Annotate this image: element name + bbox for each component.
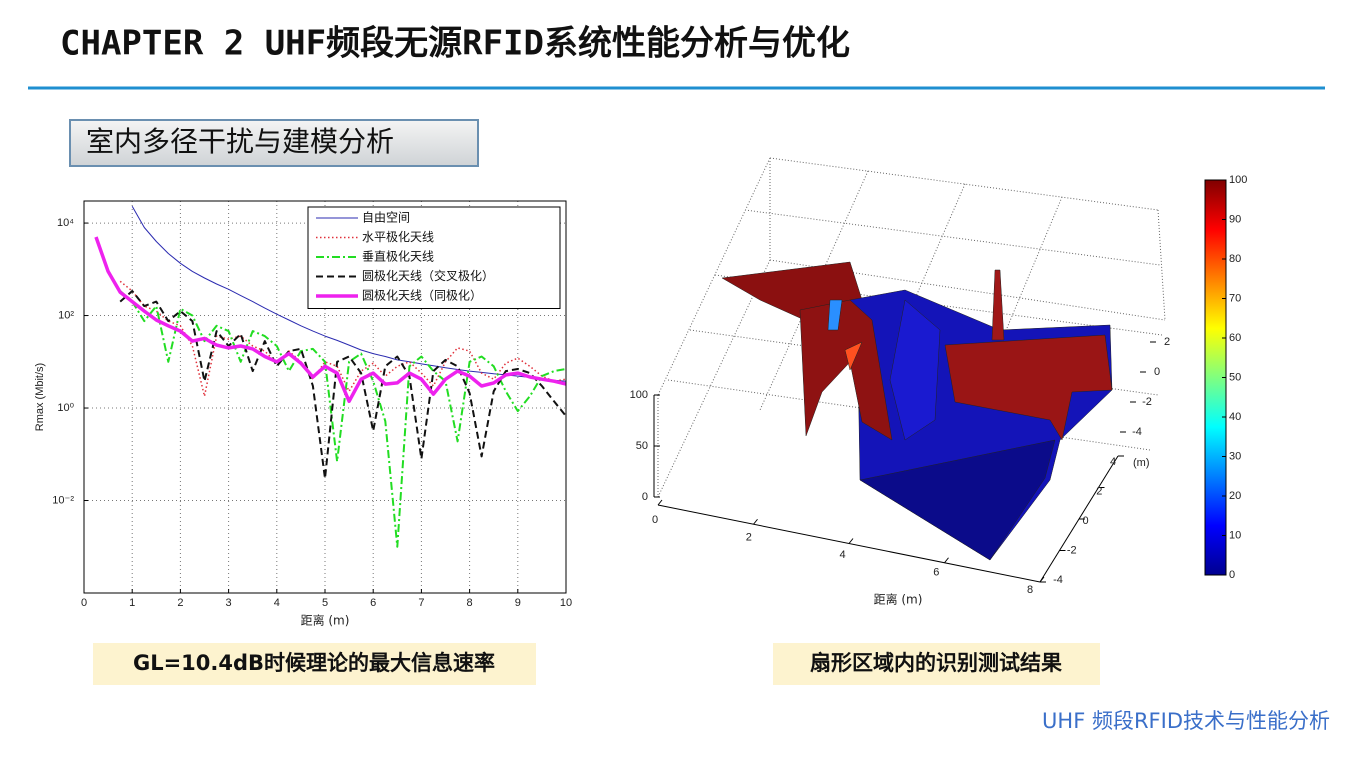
data-line xyxy=(119,280,566,397)
colorbar-tick-label: 30 xyxy=(1229,450,1241,462)
x-tick-label: 0 xyxy=(81,597,87,609)
colorbar-tick-label: 10 xyxy=(1229,529,1241,541)
y-tick-label: 0 xyxy=(1154,366,1160,378)
caption-box xyxy=(773,643,1100,685)
y-axis-label: Rmax (Mbit/s) xyxy=(34,363,46,431)
y-tick-label: 4 xyxy=(1110,456,1116,468)
x-tick-label: 7 xyxy=(418,597,424,609)
y-tick-label: -2 xyxy=(1067,544,1077,556)
colorbar-tick-label: 50 xyxy=(1229,371,1241,383)
tick-mark xyxy=(657,499,663,506)
y-tick-label: 2 xyxy=(1164,336,1170,348)
z-tick-label: 0 xyxy=(642,491,648,503)
legend-label: 圆极化天线（交叉极化） xyxy=(362,268,494,283)
tick-mark xyxy=(753,518,758,525)
z-tick-label: 50 xyxy=(636,440,648,452)
y-tick-label: 0 xyxy=(1082,515,1088,527)
x-axis-label: 距离 (m) xyxy=(874,592,923,607)
x-tick-label: 6 xyxy=(370,597,376,609)
slide-title: CHAPTER 2 UHF频段无源RFID系统性能分析与优化 xyxy=(60,24,850,64)
caption-box xyxy=(93,643,536,685)
x-tick-label: 8 xyxy=(1027,584,1033,596)
x-tick-label: 4 xyxy=(839,549,845,561)
colorbar-tick-label: 60 xyxy=(1229,332,1241,344)
colorbar-tick-label: 100 xyxy=(1229,174,1247,186)
x-tick-label: 3 xyxy=(226,597,232,609)
x-tick-label: 10 xyxy=(560,597,572,609)
x-tick-label: 2 xyxy=(177,597,183,609)
colorbar-tick-label: 40 xyxy=(1229,411,1241,423)
x-axis-label: 距离 (m) xyxy=(301,613,350,628)
data-line xyxy=(119,290,566,548)
x-tick-label: 6 xyxy=(933,566,939,578)
data-line xyxy=(94,236,566,404)
x-tick-label: 2 xyxy=(746,531,752,543)
y-tick-label: -4 xyxy=(1132,426,1142,438)
colorbar-tick-label: 70 xyxy=(1229,292,1241,304)
x-tick-label: 1 xyxy=(129,597,135,609)
data-line xyxy=(119,290,566,480)
legend-label: 水平极化天线 xyxy=(362,230,434,244)
y-tick-label: 2 xyxy=(1096,485,1102,497)
colorbar-tick-label: 80 xyxy=(1229,253,1241,265)
chart-caption: 扇形区域内的识别测试结果 xyxy=(810,651,1062,675)
tick-mark xyxy=(944,557,949,564)
x-tick-label: 0 xyxy=(652,514,658,526)
z-tick-label: 100 xyxy=(630,389,648,401)
data-line xyxy=(131,206,566,382)
legend-label: 自由空间 xyxy=(362,211,410,225)
chart-caption: GL=10.4dB时候理论的最大信息速率 xyxy=(133,651,495,675)
y-axis-label: (m) xyxy=(1133,457,1150,469)
colorbar-tick-label: 0 xyxy=(1229,569,1235,581)
x-tick-label: 9 xyxy=(515,597,521,609)
plot-lines xyxy=(94,206,566,548)
x-tick-label: 4 xyxy=(274,597,280,609)
colorbar-tick-label: 90 xyxy=(1229,213,1241,225)
y-tick-label: 10⁴ xyxy=(57,217,74,229)
x-tick-label: 8 xyxy=(467,597,473,609)
footer: UHF 频段RFID技术与性能分析 xyxy=(1042,709,1330,733)
x-tick-label: 5 xyxy=(322,597,328,609)
colorbar-tick-label: 20 xyxy=(1229,490,1241,502)
y-tick-label: -2 xyxy=(1142,396,1152,408)
legend-label: 圆极化天线（同极化） xyxy=(362,289,482,303)
section-label: 室内多径干扰与建模分析 xyxy=(86,125,394,158)
y-tick-label: 10⁰ xyxy=(57,402,74,414)
tick-mark xyxy=(848,538,854,544)
section-box xyxy=(69,119,479,167)
tick-mark xyxy=(1039,576,1045,583)
y-tick-label: 10² xyxy=(58,309,74,321)
legend-label: 垂直极化天线 xyxy=(362,250,434,264)
y-tick-label: 10⁻² xyxy=(52,494,74,506)
surface xyxy=(721,261,1113,561)
y-tick-label: -4 xyxy=(1053,574,1063,586)
plot-frame xyxy=(83,200,567,594)
